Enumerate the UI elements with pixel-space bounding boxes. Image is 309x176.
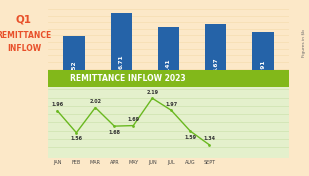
Bar (158, 27, 179, 82)
Text: 1.69: 1.69 (127, 117, 139, 122)
Text: INFLOW: INFLOW (7, 44, 41, 54)
Text: 1.68: 1.68 (108, 130, 120, 135)
Bar (111, 14, 132, 82)
Text: 2.02: 2.02 (89, 99, 101, 104)
Text: 5.67: 5.67 (213, 57, 218, 72)
Bar (252, 32, 273, 82)
Text: 1.59: 1.59 (184, 135, 196, 140)
Text: Figures in $b: Figures in $b (302, 30, 306, 58)
Bar (63, 36, 85, 82)
Text: REMITTANCE: REMITTANCE (0, 31, 52, 40)
Text: 2.19: 2.19 (146, 90, 158, 95)
Text: 4.91: 4.91 (260, 60, 265, 74)
Text: 1.34: 1.34 (203, 136, 215, 141)
Text: Q1: Q1 (16, 14, 32, 24)
Text: 1.56: 1.56 (70, 136, 83, 141)
Bar (205, 24, 226, 82)
Text: 6.71: 6.71 (119, 54, 124, 69)
Text: 1.97: 1.97 (165, 102, 177, 107)
Text: 4.52: 4.52 (71, 61, 76, 75)
Text: 1.96: 1.96 (51, 102, 63, 107)
Text: REMITTANCE INFLOW 2023: REMITTANCE INFLOW 2023 (70, 74, 185, 83)
Text: 5.41: 5.41 (166, 58, 171, 73)
